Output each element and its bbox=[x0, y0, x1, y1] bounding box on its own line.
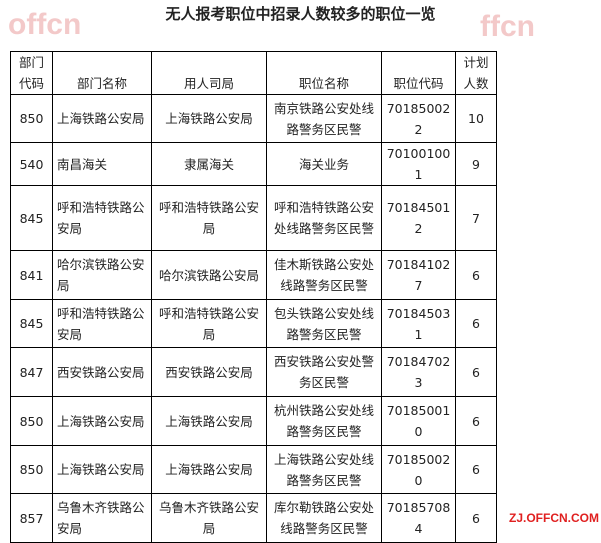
site-watermark: ZJ.OFFCN.COM bbox=[509, 511, 599, 525]
cell-position-name: 上海铁路公安处线路警务区民警 bbox=[266, 445, 382, 494]
cell-plan-count: 6 bbox=[455, 347, 497, 397]
cell-dept-name: 哈尔滨铁路公安局 bbox=[52, 250, 152, 300]
cell-dept-name: 上海铁路公安局 bbox=[52, 445, 152, 494]
cell-dept-name: 西安铁路公安局 bbox=[52, 347, 152, 397]
cell-bureau: 隶属海关 bbox=[151, 142, 267, 186]
cell-dept-name: 上海铁路公安局 bbox=[52, 396, 152, 446]
cell-dept-code: 850 bbox=[10, 445, 53, 494]
cell-position-code: 701850010 bbox=[381, 396, 456, 446]
table-row: 845 呼和浩特铁路公安局 呼和浩特铁路公安局 呼和浩特铁路公安处线路警务区民警 701… bbox=[10, 185, 497, 251]
cell-dept-name: 上海铁路公安局 bbox=[52, 94, 152, 143]
page-title: 无人报考职位中招录人数较多的职位一览 bbox=[165, 5, 436, 23]
cell-dept-code: 841 bbox=[10, 250, 53, 300]
cell-position-name: 杭州铁路公安处线路警务区民警 bbox=[266, 396, 382, 446]
cell-bureau: 乌鲁木齐铁路公安局 bbox=[151, 493, 267, 543]
table-row: 540 南昌海关 隶属海关 海关业务 701001001 9 bbox=[10, 142, 497, 186]
cell-position-name: 西安铁路公安处警务区民警 bbox=[266, 347, 382, 397]
watermark-logo: offcn bbox=[8, 8, 82, 41]
header-bureau: 用人司局 bbox=[151, 51, 267, 95]
cell-bureau: 上海铁路公安局 bbox=[151, 94, 267, 143]
cell-position-name: 佳木斯铁路公安处线路警务区民警 bbox=[266, 250, 382, 300]
header-position-name: 职位名称 bbox=[266, 51, 382, 95]
table-row: 857 乌鲁木齐铁路公安局 乌鲁木齐铁路公安局 库尔勒铁路公安处线路警务区民警 7018… bbox=[10, 493, 497, 543]
cell-position-code: 701850020 bbox=[381, 445, 456, 494]
cell-plan-count: 6 bbox=[455, 493, 497, 543]
header-dept-name: 部门名称 bbox=[52, 51, 152, 95]
cell-plan-count: 7 bbox=[455, 185, 497, 251]
cell-dept-name: 南昌海关 bbox=[52, 142, 152, 186]
cell-plan-count: 6 bbox=[455, 445, 497, 494]
table-header-row: 部门代码 部门名称 用人司局 职位名称 职位代码 计划人数 bbox=[10, 51, 497, 95]
cell-dept-name: 呼和浩特铁路公安局 bbox=[52, 299, 152, 348]
cell-position-code: 701001001 bbox=[381, 142, 456, 186]
table-row: 845 呼和浩特铁路公安局 呼和浩特铁路公安局 包头铁路公安处线路警务区民警 70184… bbox=[10, 299, 497, 348]
cell-dept-code: 845 bbox=[10, 185, 53, 251]
header-plan-count: 计划人数 bbox=[455, 51, 497, 95]
cell-dept-code: 845 bbox=[10, 299, 53, 348]
table-row: 850 上海铁路公安局 上海铁路公安局 上海铁路公安处线路警务区民警 701850020… bbox=[10, 445, 497, 494]
cell-position-code: 701841027 bbox=[381, 250, 456, 300]
table-row: 850 上海铁路公安局 上海铁路公安局 南京铁路公安处线路警务区民警 701850022… bbox=[10, 94, 497, 143]
cell-position-name: 南京铁路公安处线路警务区民警 bbox=[266, 94, 382, 143]
cell-bureau: 呼和浩特铁路公安局 bbox=[151, 299, 267, 348]
cell-plan-count: 10 bbox=[455, 94, 497, 143]
cell-dept-code: 540 bbox=[10, 142, 53, 186]
cell-bureau: 上海铁路公安局 bbox=[151, 396, 267, 446]
cell-dept-name: 呼和浩特铁路公安局 bbox=[52, 185, 152, 251]
cell-dept-code: 850 bbox=[10, 396, 53, 446]
cell-bureau: 西安铁路公安局 bbox=[151, 347, 267, 397]
cell-position-code: 701845012 bbox=[381, 185, 456, 251]
table-row: 850 上海铁路公安局 上海铁路公安局 杭州铁路公安处线路警务区民警 701850010… bbox=[10, 396, 497, 446]
header-dept-code: 部门代码 bbox=[10, 51, 53, 95]
cell-dept-code: 857 bbox=[10, 493, 53, 543]
cell-position-code: 701857084 bbox=[381, 493, 456, 543]
cell-bureau: 呼和浩特铁路公安局 bbox=[151, 185, 267, 251]
table-row: 841 哈尔滨铁路公安局 哈尔滨铁路公安局 佳木斯铁路公安处线路警务区民警 701841… bbox=[10, 250, 497, 300]
cell-position-code: 701850022 bbox=[381, 94, 456, 143]
cell-dept-code: 847 bbox=[10, 347, 53, 397]
cell-plan-count: 6 bbox=[455, 250, 497, 300]
cell-position-name: 海关业务 bbox=[266, 142, 382, 186]
cell-position-code: 701847023 bbox=[381, 347, 456, 397]
cell-position-name: 呼和浩特铁路公安处线路警务区民警 bbox=[266, 185, 382, 251]
cell-plan-count: 6 bbox=[455, 396, 497, 446]
cell-plan-count: 6 bbox=[455, 299, 497, 348]
table-row: 847 西安铁路公安局 西安铁路公安局 西安铁路公安处警务区民警 701847023 6 bbox=[10, 347, 497, 397]
watermark-logo: ffcn bbox=[480, 10, 535, 43]
positions-table: 部门代码 部门名称 用人司局 职位名称 职位代码 计划人数 850 上海铁路公安局… bbox=[10, 51, 497, 543]
cell-plan-count: 9 bbox=[455, 142, 497, 186]
cell-bureau: 哈尔滨铁路公安局 bbox=[151, 250, 267, 300]
cell-position-code: 701845031 bbox=[381, 299, 456, 348]
cell-position-name: 库尔勒铁路公安处线路警务区民警 bbox=[266, 493, 382, 543]
cell-position-name: 包头铁路公安处线路警务区民警 bbox=[266, 299, 382, 348]
cell-dept-name: 乌鲁木齐铁路公安局 bbox=[52, 493, 152, 543]
header-position-code: 职位代码 bbox=[381, 51, 456, 95]
cell-bureau: 上海铁路公安局 bbox=[151, 445, 267, 494]
cell-dept-code: 850 bbox=[10, 94, 53, 143]
